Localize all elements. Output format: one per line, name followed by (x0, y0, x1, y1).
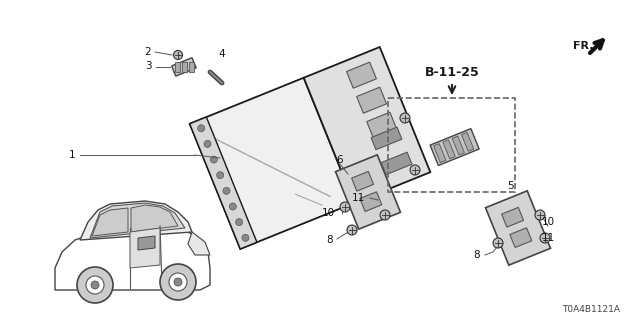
Text: B-11-25: B-11-25 (424, 66, 479, 78)
Polygon shape (452, 136, 465, 155)
Text: 4: 4 (219, 49, 225, 59)
Text: 6: 6 (337, 155, 343, 165)
Circle shape (340, 202, 350, 212)
Text: 10: 10 (541, 217, 555, 227)
Polygon shape (360, 192, 382, 212)
Circle shape (217, 172, 223, 179)
Text: FR.: FR. (573, 41, 593, 51)
Circle shape (410, 165, 420, 175)
Circle shape (535, 210, 545, 220)
Polygon shape (367, 112, 397, 138)
Polygon shape (486, 191, 550, 265)
Circle shape (347, 225, 357, 235)
Polygon shape (189, 62, 193, 72)
Polygon shape (55, 225, 210, 290)
Polygon shape (371, 127, 402, 150)
Text: 8: 8 (326, 235, 333, 245)
Text: 8: 8 (474, 250, 480, 260)
Circle shape (160, 264, 196, 300)
Polygon shape (92, 208, 128, 236)
Polygon shape (188, 232, 210, 255)
Bar (388, 98, 515, 192)
Text: 5: 5 (507, 181, 513, 191)
Circle shape (77, 267, 113, 303)
Polygon shape (434, 144, 446, 163)
Circle shape (380, 210, 390, 220)
Text: 1: 1 (68, 150, 76, 160)
Polygon shape (356, 87, 387, 113)
Circle shape (204, 140, 211, 148)
Circle shape (236, 219, 243, 226)
Circle shape (242, 234, 249, 241)
Polygon shape (90, 203, 185, 238)
Circle shape (198, 125, 205, 132)
Text: 11: 11 (541, 233, 555, 243)
Polygon shape (80, 201, 192, 240)
Polygon shape (502, 207, 524, 227)
Text: 2: 2 (145, 47, 151, 57)
Circle shape (540, 233, 550, 243)
Circle shape (91, 281, 99, 289)
Circle shape (211, 156, 218, 163)
Polygon shape (131, 205, 178, 232)
Circle shape (223, 187, 230, 194)
Polygon shape (335, 155, 401, 229)
Circle shape (173, 51, 182, 60)
Polygon shape (138, 236, 155, 250)
Polygon shape (351, 172, 374, 191)
Polygon shape (189, 78, 355, 249)
Circle shape (174, 278, 182, 286)
Polygon shape (130, 228, 160, 268)
Text: 11: 11 (351, 193, 365, 203)
Text: T0A4B1121A: T0A4B1121A (562, 305, 620, 314)
Polygon shape (430, 129, 479, 165)
Circle shape (229, 203, 236, 210)
Polygon shape (172, 58, 196, 76)
Polygon shape (304, 47, 430, 203)
Polygon shape (461, 132, 474, 151)
Polygon shape (182, 62, 186, 72)
Polygon shape (443, 140, 455, 159)
Polygon shape (510, 228, 532, 247)
Circle shape (169, 273, 187, 291)
Text: 10: 10 (321, 208, 335, 218)
Polygon shape (381, 152, 412, 175)
Circle shape (86, 276, 104, 294)
Polygon shape (189, 117, 257, 249)
Circle shape (400, 113, 410, 123)
Polygon shape (175, 62, 179, 72)
Text: 3: 3 (145, 61, 151, 71)
Polygon shape (346, 62, 376, 88)
Circle shape (493, 238, 503, 248)
